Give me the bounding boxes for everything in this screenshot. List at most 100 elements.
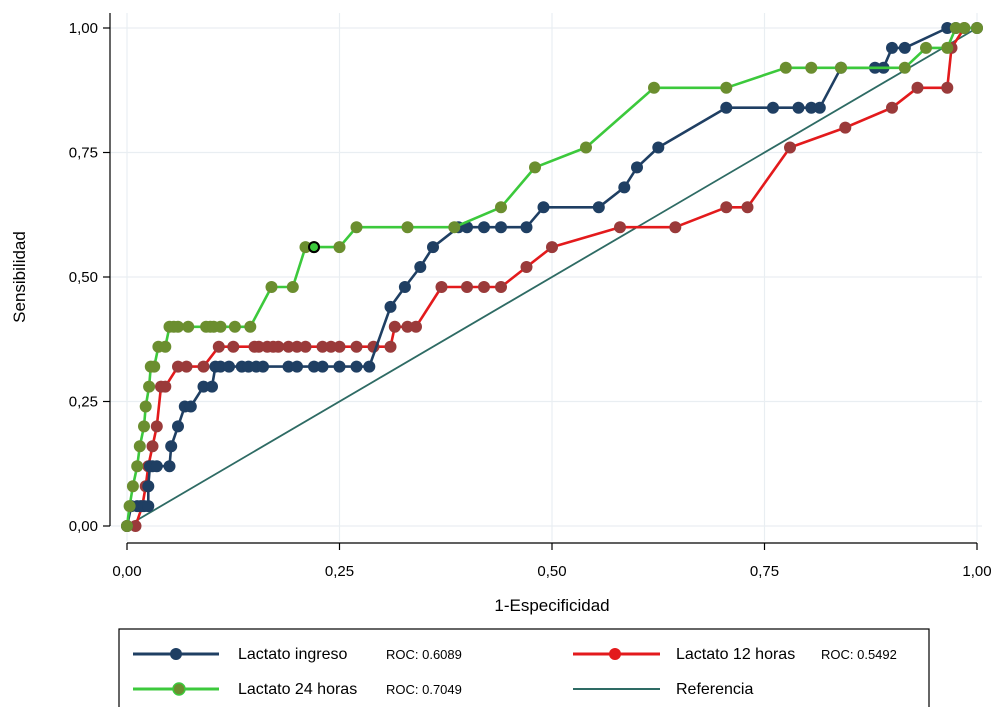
data-point: [129, 520, 142, 532]
y-tick-label: 0,00: [69, 518, 98, 535]
data-point: [592, 201, 605, 214]
data-point: [316, 360, 329, 373]
data-point: [308, 360, 320, 373]
data-point: [384, 300, 397, 313]
data-point: [384, 340, 397, 353]
series-line: [126, 27, 978, 527]
data-point: [631, 161, 643, 174]
data-point: [299, 241, 312, 254]
data-point: [291, 340, 303, 353]
legend-swatch-marker: [609, 648, 621, 660]
data-point: [184, 400, 197, 413]
data-point: [546, 241, 558, 254]
data-point: [325, 340, 337, 353]
legend-entry-lactato-ingreso: Lactato ingreso ROC: 0.6089: [133, 646, 462, 663]
data-point: [146, 440, 159, 453]
data-point: [495, 221, 507, 234]
data-point: [767, 101, 779, 114]
axes: 0,00 0,00 0,25 0,25 0,50 0,50 0,75 0,75 1,00 1,00: [69, 13, 992, 580]
data-point: [920, 41, 932, 54]
legend-roc: ROC: 0.7049: [386, 682, 462, 697]
data-point: [138, 420, 150, 433]
data-point: [478, 221, 490, 234]
data-point: [580, 141, 592, 154]
data-point: [720, 81, 733, 94]
legend-roc: ROC: 0.6089: [386, 647, 462, 662]
data-point: [461, 281, 473, 293]
data-point: [272, 340, 285, 353]
data-point: [941, 81, 954, 94]
x-axis-title: 1-Especificidad: [494, 596, 609, 615]
data-point: [427, 241, 439, 254]
data-point: [911, 81, 924, 94]
data-point: [835, 61, 847, 74]
data-point: [363, 360, 376, 373]
data-point: [435, 281, 448, 293]
legend: Lactato ingreso ROC: 0.6089 Lactato 12 h…: [118, 628, 930, 707]
data-point: [159, 340, 172, 353]
data-point: [212, 340, 225, 353]
data-point: [172, 420, 184, 433]
data-point: [839, 121, 852, 134]
data-point: [197, 360, 210, 373]
data-point: [228, 320, 241, 333]
data-point: [252, 340, 265, 353]
x-tick-label: 1,00: [962, 563, 991, 580]
data-point: [257, 360, 269, 373]
y-axis-title: Sensibilidad: [10, 231, 29, 323]
data-point: [941, 22, 954, 34]
data-point: [206, 380, 218, 393]
data-point: [898, 61, 911, 74]
data-point: [741, 201, 754, 214]
data-point: [886, 41, 898, 54]
legend-box: [118, 628, 930, 707]
data-point: [478, 281, 490, 293]
data-point: [142, 500, 155, 513]
data-point: [223, 360, 235, 373]
data-point: [388, 320, 401, 333]
data-point: [142, 480, 155, 493]
legend-label: Referencia: [676, 681, 753, 698]
y-tick-label: 1,00: [69, 20, 98, 37]
data-point: [163, 460, 176, 473]
data-point: [244, 320, 257, 333]
x-tick-label: 0,25: [325, 563, 354, 580]
data-point: [148, 360, 161, 373]
data-point: [133, 440, 146, 453]
highlighted-point: [308, 241, 320, 254]
data-point: [265, 281, 278, 293]
data-point: [520, 221, 533, 234]
data-point: [282, 340, 295, 353]
data-point: [648, 81, 660, 94]
data-point: [779, 61, 792, 74]
data-point: [126, 480, 139, 493]
data-point: [214, 360, 227, 373]
data-point: [131, 460, 144, 473]
data-point: [159, 380, 172, 393]
data-point: [165, 440, 178, 453]
series-line: [125, 26, 977, 527]
x-tick-label: 0,75: [750, 563, 779, 580]
data-point: [495, 281, 507, 293]
data-point: [350, 340, 363, 353]
data-point: [401, 320, 414, 333]
y-tick-label: 0,25: [69, 394, 98, 411]
y-tick-label: 0,75: [69, 145, 98, 162]
data-point: [398, 281, 411, 293]
data-point: [414, 261, 427, 273]
data-point: [333, 360, 346, 373]
data-point: [172, 320, 184, 333]
data-point: [971, 22, 983, 34]
data-point: [350, 360, 363, 373]
data-point: [652, 141, 665, 154]
grid-lines: [109, 13, 982, 541]
data-point: [333, 241, 346, 254]
data-point: [537, 201, 550, 214]
data-point: [172, 360, 184, 373]
data-point: [180, 360, 193, 373]
data-point: [143, 380, 156, 393]
legend-label: Lactato 12 horas: [676, 646, 795, 663]
data-point: [448, 221, 461, 234]
